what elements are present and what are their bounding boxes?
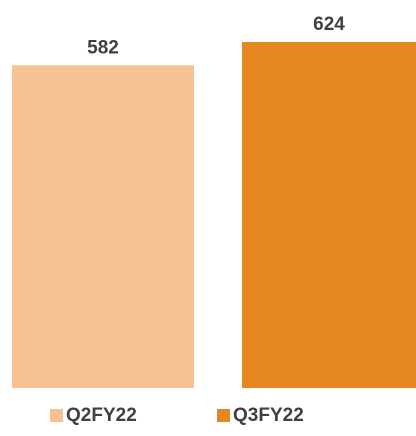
data-label-q3fy22: 624 [313,14,345,35]
legend: Q2FY22 Q3FY22 [50,405,304,426]
legend-label-q2fy22: Q2FY22 [66,405,137,426]
legend-swatch-q2fy22 [50,409,63,422]
legend-swatch-q3fy22 [217,409,230,422]
data-label-q2fy22: 582 [87,37,119,58]
bar-q2fy22 [12,65,194,389]
bars-layer [12,42,416,389]
bar-q3fy22 [242,42,416,388]
legend-label-q3fy22: Q3FY22 [233,405,304,426]
data-labels-layer: 582 624 [87,14,345,58]
